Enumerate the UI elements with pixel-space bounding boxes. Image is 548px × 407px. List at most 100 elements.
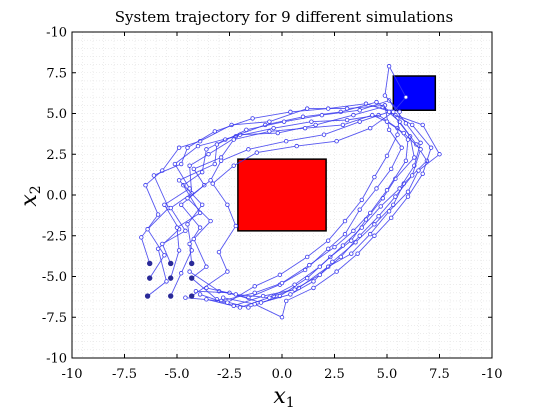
trajectory-point: [145, 227, 150, 232]
x-axis-label: x1: [273, 384, 294, 407]
trajectory-point: [294, 143, 299, 149]
trajectory-point: [399, 145, 404, 150]
trajectory-point: [389, 215, 394, 221]
trajectory-point: [305, 275, 310, 281]
y-axis-label: x2: [17, 185, 44, 206]
trajectory-point: [357, 119, 362, 124]
trajectory-point: [284, 298, 289, 304]
trajectory-point: [231, 163, 236, 168]
y-tick-label: -5.0: [42, 270, 67, 285]
trajectory-point: [164, 279, 169, 284]
trajectory-point: [403, 94, 409, 100]
trajectory-point: [233, 223, 238, 229]
trajectory-point: [418, 147, 423, 152]
trajectory-point: [313, 122, 318, 128]
trajectory-point: [340, 243, 346, 248]
trajectory-point: [386, 127, 392, 132]
x-axis-label-var: x: [273, 384, 286, 407]
trajectory-point: [292, 287, 297, 292]
trajectory-point: [349, 238, 354, 243]
trajectory-point: [420, 122, 425, 128]
trajectory-point: [305, 254, 310, 260]
trajectory-point: [231, 303, 236, 309]
trajectory-point: [334, 269, 339, 274]
x-tick-label: 0.0: [272, 367, 293, 382]
trajectory-point: [246, 305, 251, 310]
trajectory-point: [405, 194, 411, 199]
trajectory-point: [231, 137, 236, 142]
x-tick-label: 5.0: [377, 367, 398, 382]
trajectory-point: [395, 132, 400, 137]
trajectory-point: [183, 295, 188, 300]
trajectory-point: [160, 241, 165, 247]
y-tick-label: 0.0: [46, 189, 67, 204]
trajectory-point: [252, 290, 257, 295]
trajectory-8: [185, 109, 434, 320]
trajectory-point: [382, 93, 388, 98]
trajectory-point: [199, 202, 205, 207]
trajectory-point: [384, 153, 390, 159]
trajectory-point: [267, 119, 272, 124]
trajectory-point: [288, 292, 293, 297]
trajectory-point: [187, 269, 192, 274]
y-tick-label: 5.0: [46, 107, 67, 122]
trajectory-point: [378, 204, 383, 209]
trajectory-point: [368, 125, 373, 131]
trajectory-point: [288, 109, 293, 115]
trajectory-point: [368, 210, 373, 216]
start-point: [189, 260, 195, 267]
trajectory-point: [252, 284, 257, 289]
start-point: [168, 275, 174, 281]
obstacle-region: [237, 158, 327, 232]
trajectory-point: [212, 129, 217, 134]
start-point: [189, 275, 195, 281]
trajectory-point: [357, 233, 362, 238]
trajectory-point: [168, 205, 173, 211]
trajectory-point: [277, 272, 283, 278]
trajectory-point: [302, 125, 308, 131]
x-tick-label: -2.5: [217, 367, 242, 382]
trajectory-point: [225, 269, 230, 274]
x-axis-label-sub: 1: [286, 395, 295, 407]
trajectory-point: [359, 225, 364, 230]
trajectory-point: [389, 166, 394, 172]
trajectory-point: [208, 178, 213, 183]
start-point: [168, 260, 174, 267]
trajectory-point: [321, 132, 327, 137]
trajectory-point: [199, 169, 205, 175]
trajectory-point: [185, 222, 190, 227]
trajectory-point: [220, 295, 226, 300]
trajectory-point: [405, 189, 411, 194]
trajectory-point: [206, 152, 211, 157]
trajectory-point: [252, 302, 257, 307]
trajectory-point: [143, 183, 148, 188]
trajectory-point: [374, 99, 379, 105]
trajectory-point: [359, 197, 364, 203]
trajectory-point: [214, 142, 220, 147]
trajectory-point: [212, 161, 217, 167]
trajectory-point: [197, 225, 203, 230]
trajectory-point: [260, 293, 266, 299]
trajectory-point: [191, 166, 196, 172]
trajectory-point: [437, 152, 442, 157]
trajectory-point: [326, 246, 331, 251]
trajectory-point: [326, 238, 331, 243]
trajectory-point: [176, 178, 182, 183]
trajectory-9: [189, 64, 409, 305]
trajectory-point: [210, 181, 215, 186]
trajectory-point: [414, 142, 419, 147]
trajectory-point: [311, 285, 316, 291]
trajectory-point: [410, 122, 415, 128]
trajectory-point: [244, 127, 249, 132]
trajectory-point: [332, 244, 337, 250]
trajectory-point: [250, 116, 255, 121]
trajectory-point: [237, 305, 243, 310]
trajectory-point: [357, 207, 362, 212]
start-point: [147, 260, 153, 267]
trajectory-point: [178, 271, 184, 276]
trajectory-point: [162, 202, 167, 207]
trajectory-point: [185, 145, 190, 150]
trajectory-point: [204, 147, 209, 152]
trajectory-point: [334, 139, 339, 144]
